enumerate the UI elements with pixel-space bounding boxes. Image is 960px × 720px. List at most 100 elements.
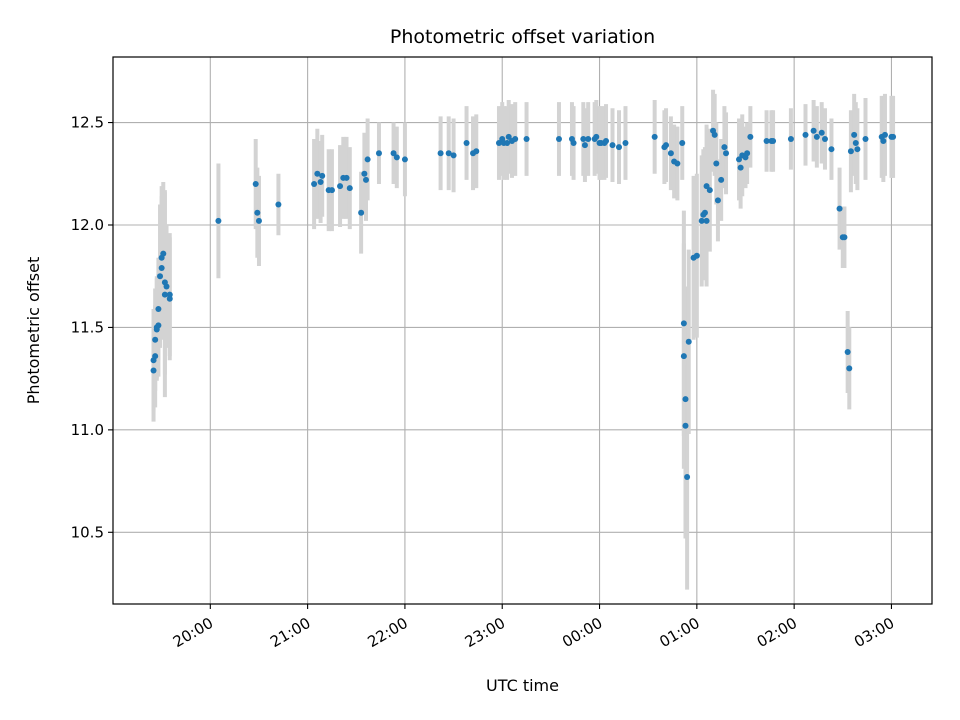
data-point <box>505 133 512 140</box>
data-point <box>667 150 674 157</box>
data-point <box>163 283 170 290</box>
data-point <box>252 181 259 188</box>
data-point <box>718 176 725 183</box>
data-point <box>314 170 321 177</box>
data-point <box>319 172 326 179</box>
data-points <box>150 127 897 480</box>
data-point <box>736 156 743 163</box>
data-point <box>275 201 282 208</box>
data-point <box>802 131 809 138</box>
data-point <box>337 183 344 190</box>
data-point <box>581 142 588 149</box>
data-point <box>828 146 835 153</box>
data-point <box>787 135 794 142</box>
data-point <box>504 140 511 147</box>
data-point <box>685 338 692 345</box>
data-point <box>570 140 577 147</box>
data-point <box>680 353 687 360</box>
data-point <box>714 197 721 204</box>
data-point <box>445 150 452 157</box>
data-point <box>682 422 689 429</box>
data-point <box>346 185 353 192</box>
data-point <box>343 174 350 181</box>
data-point <box>880 137 887 144</box>
data-point <box>821 135 828 142</box>
data-point <box>609 142 616 149</box>
data-point <box>215 217 222 224</box>
data-point <box>358 209 365 216</box>
data-point <box>593 133 600 140</box>
data-point <box>255 217 262 224</box>
data-point <box>847 148 854 155</box>
y-tick-label: 12.0 <box>71 216 104 234</box>
data-point <box>463 140 470 147</box>
chart-title: Photometric offset variation <box>390 26 655 48</box>
data-point <box>770 137 777 144</box>
data-point <box>160 250 167 257</box>
data-point <box>364 156 371 163</box>
y-tick-label: 11.5 <box>71 318 104 336</box>
y-axis-ticks: 10.5 11.0 11.5 12.0 12.5 <box>71 114 113 541</box>
data-point <box>703 217 710 224</box>
data-point <box>682 396 689 403</box>
data-point <box>890 133 897 140</box>
data-point <box>701 209 708 216</box>
data-point <box>317 178 324 185</box>
y-axis-label: Photometric offset <box>24 257 43 405</box>
data-point <box>674 160 681 167</box>
data-point <box>390 150 397 157</box>
data-point <box>328 187 335 194</box>
y-tick-label: 12.5 <box>71 114 104 132</box>
data-point <box>844 349 851 356</box>
data-point <box>698 217 705 224</box>
data-point <box>703 183 710 190</box>
data-point <box>706 187 713 194</box>
data-point <box>747 133 754 140</box>
data-point <box>580 135 587 142</box>
data-point <box>495 140 502 147</box>
data-point <box>555 135 562 142</box>
data-point <box>393 154 400 161</box>
data-point <box>362 176 369 183</box>
data-point <box>693 252 700 259</box>
y-tick-label: 11.0 <box>71 421 104 439</box>
data-point <box>603 137 610 144</box>
data-point <box>684 473 691 480</box>
data-point <box>161 291 168 298</box>
data-point <box>152 353 159 360</box>
data-point <box>846 365 853 372</box>
data-point <box>311 181 318 188</box>
data-point <box>615 144 622 151</box>
data-point <box>763 137 770 144</box>
data-point <box>723 150 730 157</box>
data-point <box>155 322 162 329</box>
data-point <box>401 156 408 163</box>
data-point <box>157 273 164 280</box>
data-point <box>622 140 629 147</box>
data-point <box>852 140 859 147</box>
data-point <box>450 152 457 159</box>
data-point <box>512 135 519 142</box>
plot-frame <box>112 56 933 605</box>
data-point <box>711 131 718 138</box>
data-point <box>721 144 728 151</box>
data-point <box>150 367 157 374</box>
data-point <box>651 133 658 140</box>
data-point <box>836 205 843 212</box>
data-point <box>862 135 869 142</box>
data-point <box>166 291 173 298</box>
data-point <box>437 150 444 157</box>
data-point <box>155 305 162 312</box>
data-point <box>713 160 720 167</box>
x-axis-label: UTC time <box>486 676 559 695</box>
data-point <box>841 234 848 241</box>
data-point <box>375 150 382 157</box>
data-point <box>679 140 686 147</box>
data-point <box>585 135 592 142</box>
data-point <box>473 148 480 155</box>
data-point <box>851 131 858 138</box>
data-point <box>881 131 888 138</box>
data-point <box>737 164 744 171</box>
y-tick-label: 10.5 <box>71 523 104 541</box>
